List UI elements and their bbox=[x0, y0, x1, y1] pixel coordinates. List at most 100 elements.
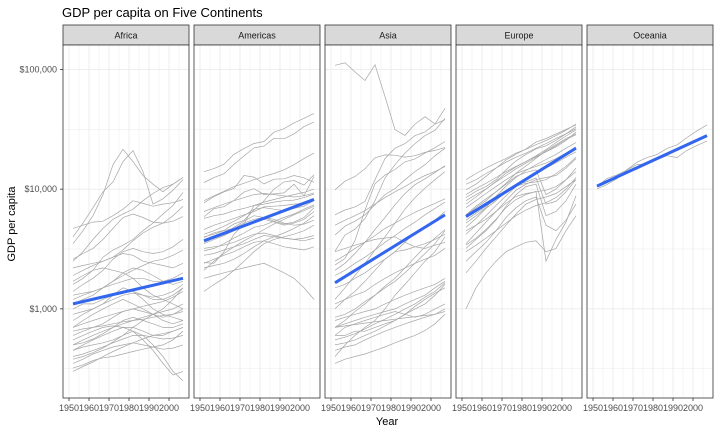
y-tick-label: $1,000 bbox=[29, 304, 57, 314]
country-line bbox=[334, 165, 446, 271]
country-line bbox=[334, 236, 446, 253]
country-line bbox=[203, 175, 315, 204]
chart-title: GDP per capita on Five Continents bbox=[62, 5, 263, 20]
country-line bbox=[465, 171, 577, 232]
country-line bbox=[334, 281, 446, 328]
country-line bbox=[334, 282, 446, 341]
country-line bbox=[72, 342, 184, 364]
trend-line bbox=[465, 146, 577, 218]
country-line bbox=[334, 233, 446, 289]
facet-panel-americas: Americas 1950 1960 1970 1980 1990 2000 bbox=[190, 24, 321, 413]
country-line bbox=[72, 316, 184, 346]
country-line bbox=[72, 299, 184, 328]
country-lines bbox=[334, 62, 446, 364]
country-line bbox=[72, 148, 184, 244]
country-line bbox=[334, 171, 446, 300]
country-line bbox=[203, 235, 315, 256]
country-line bbox=[203, 152, 315, 202]
x-axis-title: Year bbox=[376, 416, 399, 428]
country-line bbox=[334, 198, 446, 262]
country-line bbox=[203, 200, 315, 235]
country-line bbox=[72, 330, 184, 369]
country-line bbox=[465, 134, 577, 201]
country-line bbox=[203, 113, 315, 173]
facet-strip-label: Europe bbox=[504, 31, 533, 41]
x-tick-label: 1970 bbox=[99, 403, 119, 413]
x-tick-label: 1990 bbox=[401, 403, 421, 413]
country-line bbox=[72, 253, 184, 269]
country-line bbox=[203, 121, 315, 183]
panel-background bbox=[587, 45, 713, 398]
x-tick-label: 1960 bbox=[210, 403, 230, 413]
trend-line bbox=[203, 198, 315, 243]
country-line bbox=[72, 177, 184, 262]
country-line bbox=[203, 176, 315, 217]
country-line bbox=[334, 314, 446, 364]
y-axis: $1,000 $10,000 $100,000 bbox=[19, 64, 63, 314]
country-line bbox=[465, 183, 577, 249]
country-line bbox=[334, 62, 446, 136]
country-line bbox=[334, 119, 446, 216]
country-line bbox=[334, 278, 446, 321]
country-line bbox=[72, 284, 184, 315]
country-line bbox=[334, 230, 446, 328]
country-line bbox=[72, 327, 184, 351]
x-tick-label: 1960 bbox=[79, 403, 99, 413]
country-line bbox=[72, 239, 184, 292]
country-line bbox=[203, 204, 315, 252]
country-line bbox=[72, 267, 184, 310]
x-tick-label: 1970 bbox=[492, 403, 512, 413]
country-line bbox=[334, 141, 446, 266]
x-tick-label: 1990 bbox=[532, 403, 552, 413]
panel-background bbox=[325, 45, 451, 398]
x-tick-label: 1980 bbox=[119, 403, 139, 413]
country-line bbox=[72, 303, 184, 346]
country-line bbox=[334, 287, 446, 346]
country-line bbox=[334, 248, 446, 305]
facet-panel-asia: Asia 1950 1960 1970 1980 1990 2000 bbox=[321, 24, 452, 413]
panel-border bbox=[324, 44, 452, 399]
country-line bbox=[596, 124, 708, 190]
facet-strip-label: Asia bbox=[379, 31, 397, 41]
country-line bbox=[465, 133, 577, 216]
country-line bbox=[72, 199, 184, 229]
x-tick-label: 1970 bbox=[361, 403, 381, 413]
country-line bbox=[72, 308, 184, 336]
facet-strip-label: Americas bbox=[238, 31, 276, 41]
country-line bbox=[335, 284, 446, 336]
y-tick-label: $10,000 bbox=[24, 184, 57, 194]
x-tick-label: 1950 bbox=[59, 403, 79, 413]
trend-line bbox=[72, 276, 184, 306]
x-tick-label: 1990 bbox=[663, 403, 683, 413]
country-line bbox=[465, 146, 577, 208]
country-line bbox=[72, 287, 184, 360]
x-tick-label: 2000 bbox=[683, 403, 703, 413]
x-tick-label: 1950 bbox=[583, 403, 603, 413]
x-tick-label: 1980 bbox=[381, 403, 401, 413]
facet-strip-label: Oceania bbox=[633, 31, 667, 41]
country-line bbox=[72, 213, 184, 260]
grid-lines bbox=[63, 45, 189, 398]
x-tick-label: 1980 bbox=[643, 403, 663, 413]
panel-border bbox=[586, 44, 714, 399]
x-tick-label: 1970 bbox=[230, 403, 250, 413]
x-tick-label: 1960 bbox=[472, 403, 492, 413]
facet-panel-africa: Africa 1950 1960 1970 1980 1990 2000 bbox=[59, 24, 190, 413]
x-tick-label: 1950 bbox=[190, 403, 210, 413]
country-lines bbox=[72, 148, 184, 382]
y-tick-label: $100,000 bbox=[19, 64, 57, 74]
x-tick-label: 2000 bbox=[290, 403, 310, 413]
country-lines bbox=[203, 113, 315, 300]
country-line bbox=[72, 192, 184, 285]
x-tick-label: 1960 bbox=[603, 403, 623, 413]
panel-background bbox=[456, 45, 582, 398]
country-line bbox=[334, 166, 446, 226]
country-line bbox=[465, 215, 577, 310]
x-tick-label: 1950 bbox=[321, 403, 341, 413]
country-line bbox=[334, 303, 446, 336]
trend-line bbox=[334, 213, 446, 285]
country-line bbox=[334, 308, 446, 351]
country-line bbox=[72, 325, 184, 382]
country-line bbox=[72, 149, 184, 238]
